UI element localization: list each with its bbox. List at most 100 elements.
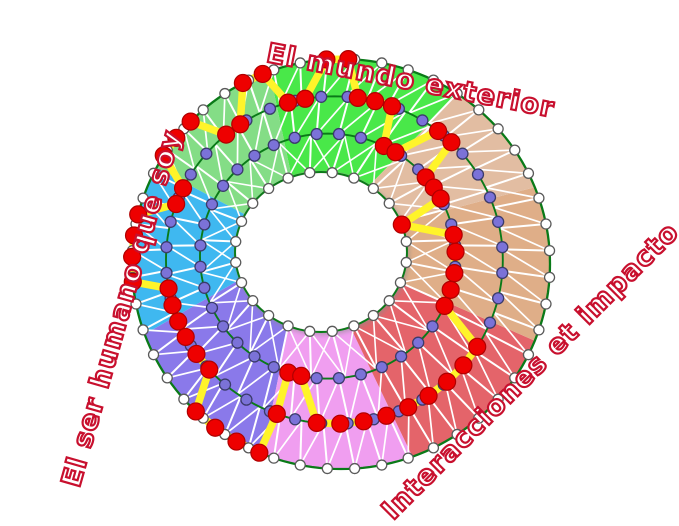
network-node	[283, 173, 293, 183]
network-node	[162, 373, 172, 383]
network-node	[161, 242, 172, 253]
highlight-node	[218, 126, 235, 143]
highlight-node	[130, 206, 147, 223]
network-node	[289, 132, 300, 143]
network-node	[268, 140, 279, 151]
network-node	[545, 246, 555, 256]
highlight-node	[447, 243, 464, 260]
network-node	[316, 91, 327, 102]
highlight-node	[442, 281, 459, 298]
network-node	[368, 184, 378, 194]
network-node	[428, 75, 438, 85]
highlight-node	[168, 196, 185, 213]
network-node	[510, 145, 520, 155]
network-node	[327, 326, 337, 336]
highlight-node	[207, 419, 224, 436]
network-node	[452, 89, 462, 99]
highlight-node	[182, 113, 199, 130]
network-node	[295, 460, 305, 470]
network-node	[545, 272, 555, 282]
network-node	[206, 199, 217, 210]
highlight-node	[170, 313, 187, 330]
network-node	[231, 237, 241, 247]
network-node	[541, 219, 551, 229]
highlight-node	[367, 93, 384, 110]
network-node	[474, 413, 484, 423]
network-node	[249, 351, 260, 362]
network-node	[218, 321, 229, 332]
network-node	[138, 325, 148, 335]
network-node	[350, 464, 360, 474]
highlight-node	[436, 297, 453, 314]
network-node	[311, 129, 322, 140]
highlight-node	[432, 190, 449, 207]
highlight-node	[293, 367, 310, 384]
highlight-node	[469, 338, 486, 355]
network-node	[541, 299, 551, 309]
highlight-node	[155, 147, 172, 164]
highlight-node	[332, 415, 349, 432]
network-node	[523, 350, 533, 360]
network-node	[295, 58, 305, 68]
network-node	[355, 369, 366, 380]
highlight-node	[254, 65, 271, 82]
highlight-node	[168, 129, 185, 146]
highlight-node	[387, 144, 404, 161]
network-node	[401, 237, 411, 247]
network-node	[249, 150, 260, 161]
network-node	[457, 148, 468, 159]
network-node	[355, 132, 366, 143]
network-node	[327, 168, 337, 178]
highlight-node	[355, 413, 372, 430]
network-node	[198, 105, 208, 115]
spoke-line	[310, 135, 311, 173]
network-node	[131, 299, 141, 309]
network-node	[384, 198, 394, 208]
network-node	[290, 414, 301, 425]
network-node	[232, 337, 243, 348]
highlight-node	[445, 226, 462, 243]
network-node	[403, 65, 413, 75]
network-node	[248, 198, 258, 208]
network-node	[206, 302, 217, 313]
highlight-node	[455, 357, 472, 374]
highlight-node	[318, 51, 335, 68]
highlight-node	[439, 373, 456, 390]
network-node	[220, 379, 231, 390]
highlight-node	[124, 248, 141, 265]
network-node	[417, 115, 428, 126]
network-node	[264, 310, 274, 320]
highlight-node	[232, 116, 249, 133]
highlight-node	[126, 227, 143, 244]
network-node	[305, 168, 315, 178]
network-node	[322, 464, 332, 474]
radial-network-svg	[0, 0, 679, 513]
network-node	[377, 58, 387, 68]
highlight-node	[393, 216, 410, 233]
highlight-node	[160, 280, 177, 297]
highlight-node	[400, 399, 417, 416]
network-node	[493, 216, 504, 227]
network-node	[283, 321, 293, 331]
highlight-node	[349, 89, 366, 106]
network-node	[428, 443, 438, 453]
network-node	[201, 148, 212, 159]
network-node	[195, 240, 206, 251]
network-node	[268, 362, 279, 373]
network-node	[149, 168, 159, 178]
network-node	[523, 168, 533, 178]
highlight-node	[446, 265, 463, 282]
network-node	[264, 103, 275, 114]
network-node	[241, 394, 252, 405]
network-node	[138, 193, 148, 203]
highlight-node	[251, 444, 268, 461]
highlight-node	[268, 405, 285, 422]
network-node	[484, 192, 495, 203]
network-node	[401, 257, 411, 267]
network-node	[333, 129, 344, 140]
highlight-node	[384, 98, 401, 115]
network-node	[185, 169, 196, 180]
network-node	[493, 394, 503, 404]
network-node	[165, 216, 176, 227]
network-node	[493, 124, 503, 134]
